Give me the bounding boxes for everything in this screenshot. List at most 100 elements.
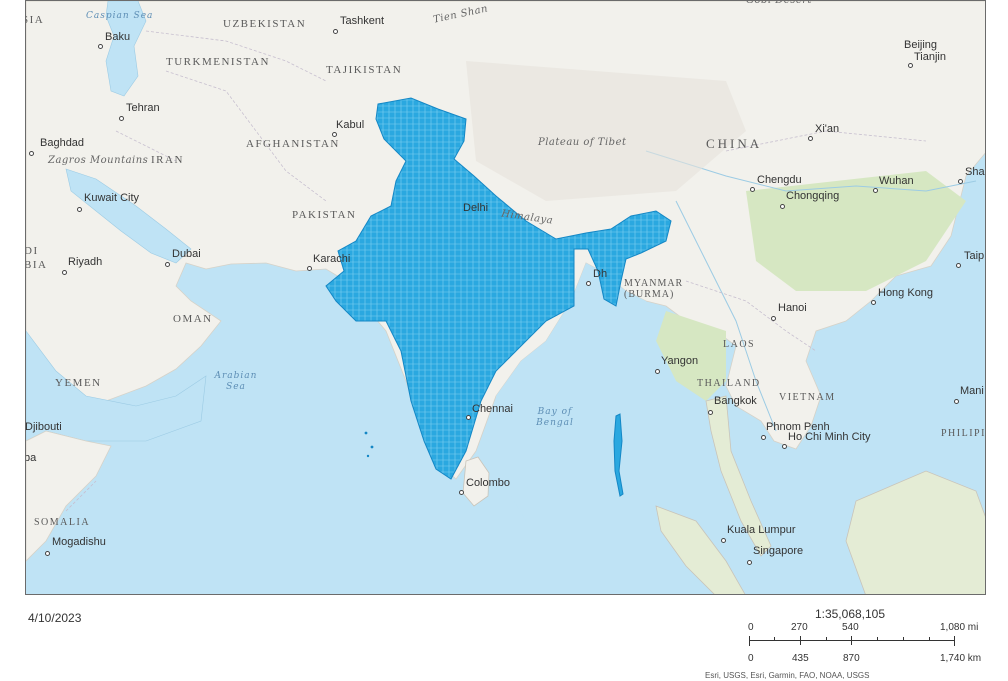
city-dot (708, 410, 713, 415)
scale-km-0: 0 (748, 653, 754, 664)
label-bangkok: Bangkok (714, 395, 757, 407)
label-kazakh-partial: SIA (26, 14, 45, 26)
city-dot (808, 136, 813, 141)
label-mogadishu: Mogadishu (52, 536, 106, 548)
landmass-africa (26, 430, 112, 562)
label-saudi-partial: DI BIA (25, 245, 48, 271)
label-china: CHINA (706, 136, 763, 151)
city-dot (780, 204, 785, 209)
bay-of-bengal (496, 263, 676, 521)
caspian-sea (105, 1, 147, 97)
scale-mi-2: 540 (842, 622, 859, 633)
city-dot (62, 270, 67, 275)
city-dot (908, 63, 913, 68)
city-dot (77, 207, 82, 212)
city-dot (956, 263, 961, 268)
city-dot (873, 188, 878, 193)
city-dot (747, 560, 752, 565)
label-myanmar: MYANMAR (BURMA) (624, 278, 684, 300)
label-tashkent: Tashkent (340, 15, 385, 27)
label-afghanistan: AFGHANISTAN (246, 138, 340, 150)
city-dot (459, 490, 464, 495)
label-singapore: Singapore (753, 545, 804, 557)
label-delhi: Delhi (463, 202, 489, 214)
label-uzbekistan: UZBEKISTAN (223, 18, 307, 30)
label-laos: LAOS (723, 339, 756, 350)
label-wuhan: Wuhan (879, 175, 914, 187)
print-date: 4/10/2023 (28, 611, 82, 625)
basemap (26, 1, 985, 594)
river-yangtze (645, 150, 977, 192)
label-philippines-partial: PHILIPI (941, 428, 986, 439)
label-beijing: Beijing (904, 39, 938, 51)
label-xian: Xi'an (815, 123, 840, 135)
label-tajikistan: TAJIKISTAN (326, 64, 403, 76)
label-colombo: Colombo (466, 477, 511, 489)
label-tehran: Tehran (126, 102, 160, 114)
label-tianjin: Tianjin (914, 51, 946, 63)
city-dot (958, 179, 963, 184)
label-shanghai-partial: Shar (965, 166, 986, 178)
label-arabian-sea: Arabian Sea (214, 371, 258, 392)
label-chongqing: Chongqing (786, 190, 840, 202)
india-polygon (325, 97, 672, 480)
city-dot (466, 415, 471, 420)
city-dot (165, 262, 170, 267)
label-kabul: Kabul (336, 119, 365, 131)
label-djibouti: Djibouti (25, 421, 62, 433)
scale-ratio: 1:35,068,105 (814, 607, 886, 621)
border-lines (65, 30, 927, 512)
label-yangon: Yangon (661, 355, 699, 367)
city-dot (586, 281, 591, 286)
label-hong-kong: Hong Kong (878, 287, 934, 299)
label-oman: OMAN (173, 313, 213, 325)
label-ho-chi-minh: Ho Chi Minh City (788, 431, 871, 443)
label-pakistan: PAKISTAN (292, 209, 357, 221)
scale-mi-0: 0 (748, 622, 754, 633)
city-dot (307, 266, 312, 271)
map-view[interactable]: Caspian Sea UZBEKISTAN Tashkent Tien Sha… (25, 0, 986, 595)
label-kuwait-city: Kuwait City (84, 192, 140, 204)
sumatra (655, 505, 746, 594)
borneo (845, 470, 985, 594)
scale-mi-3: 1,080 mi (940, 622, 979, 633)
terrain-tibet (466, 61, 746, 201)
city-dot (721, 538, 726, 543)
label-gobi-desert: Gobi Desert (746, 0, 813, 6)
city-dot (45, 551, 50, 556)
scale-km-1: 435 (792, 653, 809, 664)
label-manila-partial: Mani (960, 385, 984, 397)
label-riyadh: Riyadh (68, 256, 103, 268)
label-thailand: THAILAND (697, 378, 761, 389)
city-dot (771, 316, 776, 321)
label-vietnam: VIETNAM (779, 392, 836, 403)
city-dot (954, 399, 959, 404)
label-phnom-penh: Phnom Penh (766, 421, 830, 433)
label-turkmenistan: TURKMENISTAN (166, 56, 270, 68)
label-kuala-lumpur: Kuala Lumpur (727, 524, 796, 536)
label-baku: Baku (105, 31, 131, 43)
city-dot (98, 44, 103, 49)
city-dot (750, 187, 755, 192)
label-bay-of-bengal: Bay of Bengal (536, 407, 574, 428)
label-somalia: SOMALIA (34, 517, 91, 528)
label-yemen: YEMEN (55, 377, 102, 389)
city-dot (782, 444, 787, 449)
malay-peninsula (705, 395, 772, 557)
label-chengdu: Chengdu (757, 174, 802, 186)
label-taipei-partial: Taip (964, 250, 985, 262)
city-dot (29, 151, 34, 156)
label-addis-partial: ba (25, 452, 37, 464)
city-dot (332, 132, 337, 137)
city-dot (871, 300, 876, 305)
green-indochina (656, 311, 726, 401)
label-chennai: Chennai (472, 403, 513, 415)
river-mekong (675, 200, 777, 432)
city-dot (761, 435, 766, 440)
city-dot (333, 29, 338, 34)
label-hanoi: Hanoi (778, 302, 807, 314)
scale-mi-1: 270 (791, 622, 808, 633)
label-plateau-tibet: Plateau of Tibet (538, 137, 627, 148)
persian-gulf (65, 168, 192, 264)
attribution: Esri, USGS, Esri, Garmin, FAO, NOAA, USG… (705, 671, 870, 680)
